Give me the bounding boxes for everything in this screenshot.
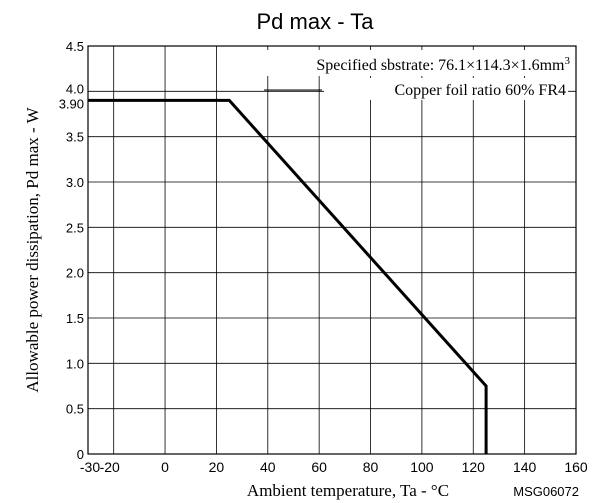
annotation-copper-background xyxy=(324,78,568,100)
x-tick-label: 0 xyxy=(161,459,169,475)
y-axis-label: Allowable power dissipation, Pd max - W xyxy=(23,106,42,392)
y-tick-label: 2.5 xyxy=(66,220,84,235)
y-tick-label: 0 xyxy=(77,447,84,462)
plot-area xyxy=(88,46,576,454)
y-tick-label: 3.0 xyxy=(66,175,84,190)
annotation-copper: Copper foil ratio 60% FR4 xyxy=(394,82,566,99)
y-tick-labels: 0 0.5 1.0 1.5 2.0 2.5 3.0 3.5 4.0 4.5 3.90 xyxy=(59,39,84,462)
x-tick-label: 100 xyxy=(410,459,434,475)
x-axis-label: Ambient temperature, Ta - °C xyxy=(247,481,449,500)
x-tick-label: 140 xyxy=(513,459,537,475)
x-tick-label: 40 xyxy=(260,459,276,475)
y-tick-label: 0.5 xyxy=(66,402,84,417)
chart-title: Pd max - Ta xyxy=(257,9,375,34)
series-line xyxy=(88,98,488,454)
x-tick-labels: -30 -20 0 20 40 60 80 100 120 140 160 xyxy=(80,459,588,475)
y-tick-label-extra: 3.90 xyxy=(59,96,84,111)
x-tick-label: 160 xyxy=(564,459,588,475)
x-tick-label: 120 xyxy=(462,459,486,475)
y-tick-label: 2.0 xyxy=(66,266,84,281)
x-tick-label: -30 xyxy=(80,459,100,475)
annotation-substrate: Specified sbstrate: 76.1×114.3×1.6mm3 xyxy=(316,55,570,74)
y-tick-label: 4.5 xyxy=(66,39,84,54)
y-tick-label: 1.0 xyxy=(66,356,84,371)
x-tick-label: -20 xyxy=(100,459,120,475)
x-tick-label: 60 xyxy=(311,459,327,475)
figure-code: MSG06072 xyxy=(513,484,579,499)
series-layer xyxy=(88,98,488,454)
y-tick-label: 4.0 xyxy=(66,81,84,96)
plot-frame xyxy=(87,45,577,455)
y-tick-label: 3.5 xyxy=(66,130,84,145)
x-tick-label: 80 xyxy=(363,459,379,475)
y-tick-label: 1.5 xyxy=(66,311,84,326)
x-tick-label: 20 xyxy=(209,459,225,475)
annotation-background xyxy=(228,50,574,76)
